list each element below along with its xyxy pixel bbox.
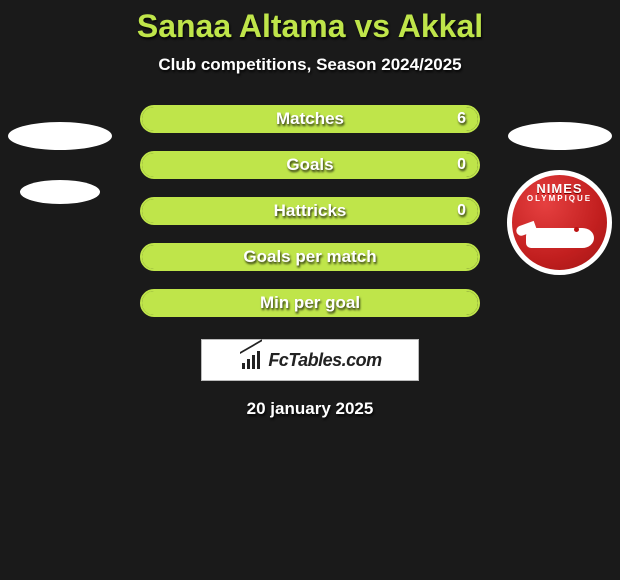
stat-label: Hattricks <box>142 199 478 223</box>
stat-label: Matches <box>142 107 478 131</box>
stat-value-left <box>142 107 166 131</box>
page-subtitle: Club competitions, Season 2024/2025 <box>158 55 461 75</box>
avatar-placeholder <box>508 122 612 150</box>
stat-row: Matches6 <box>140 105 480 133</box>
stat-row: Hattricks0 <box>140 197 480 225</box>
stat-value-left <box>142 199 166 223</box>
stat-value-left <box>142 245 166 269</box>
stat-value-right: 6 <box>445 107 478 131</box>
stat-row: Min per goal <box>140 289 480 317</box>
chart-icon <box>238 351 262 369</box>
brand-text: FcTables.com <box>268 350 381 371</box>
stat-value-left <box>142 153 166 177</box>
avatar-placeholder <box>20 180 100 204</box>
club-crest-nimes: NIMES OLYMPIQUE <box>507 170 612 275</box>
stat-value-right: 0 <box>445 153 478 177</box>
brand-badge[interactable]: FcTables.com <box>201 339 419 381</box>
date-label: 20 january 2025 <box>247 399 374 419</box>
stat-value-right: 0 <box>445 199 478 223</box>
avatar-placeholder <box>8 122 112 150</box>
right-player-avatar-group: NIMES OLYMPIQUE <box>507 122 612 275</box>
stat-row: Goals0 <box>140 151 480 179</box>
stat-label: Goals per match <box>142 245 478 269</box>
left-player-avatar-group <box>8 122 112 204</box>
stat-value-left <box>142 291 166 315</box>
stat-label: Goals <box>142 153 478 177</box>
stat-row: Goals per match <box>140 243 480 271</box>
stat-value-right <box>454 291 478 315</box>
crest-subtitle: OLYMPIQUE <box>527 194 592 203</box>
stat-value-right <box>454 245 478 269</box>
stat-label: Min per goal <box>142 291 478 315</box>
crocodile-icon <box>518 222 602 256</box>
page-title: Sanaa Altama vs Akkal <box>137 8 483 45</box>
